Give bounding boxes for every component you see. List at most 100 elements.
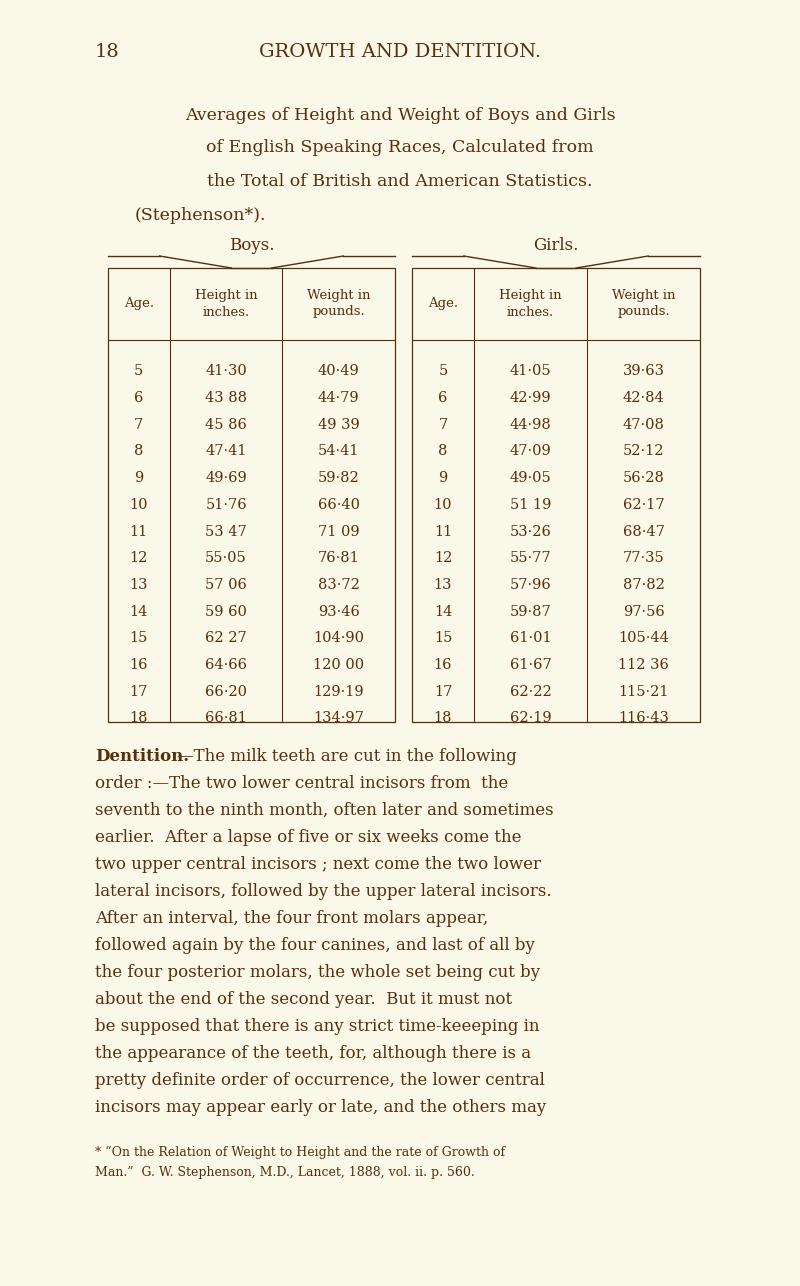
Text: 15: 15 — [130, 631, 148, 646]
Text: 49·05: 49·05 — [510, 471, 551, 485]
Text: 55·77: 55·77 — [510, 552, 551, 566]
Text: 77·35: 77·35 — [622, 552, 665, 566]
Text: 9: 9 — [134, 471, 143, 485]
Text: 17: 17 — [434, 684, 452, 698]
Text: incisors may appear early or late, and the others may: incisors may appear early or late, and t… — [95, 1100, 546, 1116]
Text: —The milk teeth are cut in the following: —The milk teeth are cut in the following — [177, 748, 517, 765]
Text: 52·12: 52·12 — [623, 445, 664, 458]
Text: 40·49: 40·49 — [318, 364, 360, 378]
Text: lateral incisors, followed by the upper lateral incisors.: lateral incisors, followed by the upper … — [95, 883, 552, 900]
Text: 41·05: 41·05 — [510, 364, 551, 378]
Text: 12: 12 — [130, 552, 148, 566]
Text: 62·22: 62·22 — [510, 684, 551, 698]
Text: 51 19: 51 19 — [510, 498, 551, 512]
Text: 66·81: 66·81 — [205, 711, 247, 725]
Text: pretty definite order of occurrence, the lower central: pretty definite order of occurrence, the… — [95, 1073, 545, 1089]
Text: 44·98: 44·98 — [510, 418, 551, 432]
Text: 13: 13 — [130, 577, 148, 592]
Bar — [412, 267, 700, 721]
Text: be supposed that there is any strict time-keeeping in: be supposed that there is any strict tim… — [95, 1019, 539, 1035]
Text: 39·63: 39·63 — [622, 364, 665, 378]
Text: followed again by the four canines, and last of all by: followed again by the four canines, and … — [95, 937, 535, 954]
Text: Age.: Age. — [124, 297, 154, 310]
Text: 116·43: 116·43 — [618, 711, 669, 725]
Text: 62·19: 62·19 — [510, 711, 551, 725]
Text: about the end of the second year.  But it must not: about the end of the second year. But it… — [95, 992, 512, 1008]
Text: 16: 16 — [130, 658, 148, 673]
Text: 134·97: 134·97 — [314, 711, 364, 725]
Text: 112 36: 112 36 — [618, 658, 669, 673]
Text: Weight in
pounds.: Weight in pounds. — [612, 289, 675, 319]
Text: 44·79: 44·79 — [318, 391, 359, 405]
Text: 16: 16 — [434, 658, 452, 673]
Text: 43 88: 43 88 — [205, 391, 247, 405]
Text: earlier.  After a lapse of five or six weeks come the: earlier. After a lapse of five or six we… — [95, 829, 522, 846]
Text: 61·67: 61·67 — [510, 658, 551, 673]
Text: of English Speaking Races, Calculated from: of English Speaking Races, Calculated fr… — [206, 139, 594, 157]
Text: the four posterior molars, the whole set being cut by: the four posterior molars, the whole set… — [95, 964, 540, 981]
Text: 7: 7 — [438, 418, 447, 432]
Text: 71 09: 71 09 — [318, 525, 359, 539]
Text: * “On the Relation of Weight to Height and the rate of Growth of: * “On the Relation of Weight to Height a… — [95, 1146, 505, 1159]
Text: 12: 12 — [434, 552, 452, 566]
Text: 53 47: 53 47 — [206, 525, 247, 539]
Text: seventh to the ninth month, often later and sometimes: seventh to the ninth month, often later … — [95, 802, 554, 819]
Text: 51·76: 51·76 — [206, 498, 247, 512]
Text: Boys.: Boys. — [229, 237, 274, 253]
Text: 57·96: 57·96 — [510, 577, 551, 592]
Text: 129·19: 129·19 — [314, 684, 364, 698]
Text: 17: 17 — [130, 684, 148, 698]
Text: 14: 14 — [434, 604, 452, 619]
Text: 6: 6 — [438, 391, 448, 405]
Text: Age.: Age. — [428, 297, 458, 310]
Text: Averages of Height and Weight of Boys and Girls: Averages of Height and Weight of Boys an… — [185, 107, 615, 123]
Text: 5: 5 — [438, 364, 447, 378]
Text: 18: 18 — [95, 42, 120, 60]
Text: 62 27: 62 27 — [206, 631, 247, 646]
Text: 68·47: 68·47 — [622, 525, 665, 539]
Text: 93·46: 93·46 — [318, 604, 360, 619]
Text: 53·26: 53·26 — [510, 525, 551, 539]
Text: 49 39: 49 39 — [318, 418, 360, 432]
Text: 55·05: 55·05 — [206, 552, 247, 566]
Text: Weight in
pounds.: Weight in pounds. — [307, 289, 370, 319]
Text: 10: 10 — [434, 498, 452, 512]
Text: 45 86: 45 86 — [205, 418, 247, 432]
Text: Height in
inches.: Height in inches. — [194, 289, 258, 319]
Text: 8: 8 — [134, 445, 143, 458]
Text: the appearance of the teeth, for, although there is a: the appearance of the teeth, for, althou… — [95, 1046, 531, 1062]
Text: 54·41: 54·41 — [318, 445, 359, 458]
Text: GROWTH AND DENTITION.: GROWTH AND DENTITION. — [259, 42, 541, 60]
Text: 115·21: 115·21 — [618, 684, 669, 698]
Text: order :—The two lower central incisors from  the: order :—The two lower central incisors f… — [95, 775, 508, 792]
Text: 47·08: 47·08 — [622, 418, 665, 432]
Text: 13: 13 — [434, 577, 452, 592]
Text: 18: 18 — [434, 711, 452, 725]
Text: 59·87: 59·87 — [510, 604, 551, 619]
Text: 97·56: 97·56 — [622, 604, 665, 619]
Text: 120 00: 120 00 — [313, 658, 364, 673]
Text: the Total of British and American Statistics.: the Total of British and American Statis… — [207, 172, 593, 189]
Text: 104·90: 104·90 — [314, 631, 364, 646]
Text: 47·09: 47·09 — [510, 445, 551, 458]
Text: 59·82: 59·82 — [318, 471, 360, 485]
Text: 66·20: 66·20 — [205, 684, 247, 698]
Text: 61·01: 61·01 — [510, 631, 551, 646]
Text: 76·81: 76·81 — [318, 552, 360, 566]
Text: 18: 18 — [130, 711, 148, 725]
Text: 41·30: 41·30 — [206, 364, 247, 378]
Text: 87·82: 87·82 — [622, 577, 665, 592]
Text: 42·99: 42·99 — [510, 391, 551, 405]
Text: 83·72: 83·72 — [318, 577, 360, 592]
Text: Height in
inches.: Height in inches. — [499, 289, 562, 319]
Text: (Stephenson*).: (Stephenson*). — [135, 207, 266, 224]
Text: 8: 8 — [438, 445, 448, 458]
Text: 11: 11 — [434, 525, 452, 539]
Text: 5: 5 — [134, 364, 143, 378]
Text: 49·69: 49·69 — [206, 471, 247, 485]
Text: After an interval, the four front molars appear,: After an interval, the four front molars… — [95, 910, 488, 927]
Text: Dentition.: Dentition. — [95, 748, 189, 765]
Text: 7: 7 — [134, 418, 143, 432]
Text: two upper central incisors ; next come the two lower: two upper central incisors ; next come t… — [95, 856, 541, 873]
Text: 59 60: 59 60 — [205, 604, 247, 619]
